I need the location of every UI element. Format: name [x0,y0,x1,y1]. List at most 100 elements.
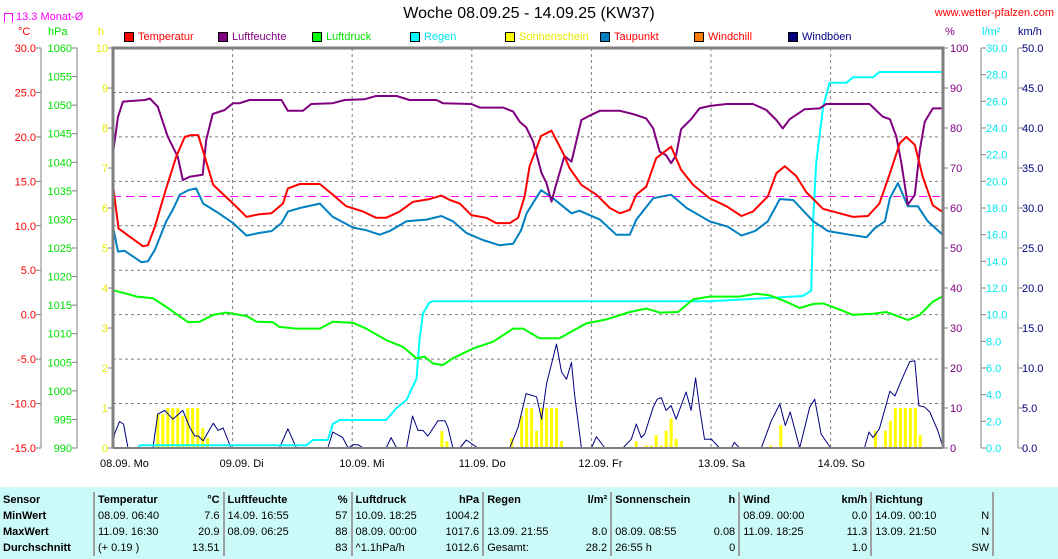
sun-tick-label: 6 [102,203,108,215]
stats-cell: 8.0 [565,524,613,540]
sunshine-bar [908,408,912,448]
sunshine-bar [913,408,917,448]
legend-item-luftdruck: Luftdruck [312,31,371,43]
pressure-tick-label: 1015 [48,300,72,312]
legend-label: Taupunkt [614,31,659,43]
rain-tick-label: 4.0 [986,390,1001,402]
sunshine-bar [206,438,210,448]
rain-tick-label: 10.0 [986,310,1007,322]
legend-swatch-icon [788,32,798,42]
stats-cell: 1.0 [832,540,873,556]
legend-item-sonnenschein: Sonnenschein [505,31,589,43]
wind-tick-label: 45.0 [1022,83,1043,95]
sun-tick-label: 5 [102,243,108,255]
stats-cell [739,540,832,556]
pressure-tick-label: 1030 [48,214,72,226]
legend-label: Windböen [802,31,852,43]
stats-cell [705,508,741,524]
rain-tick-label: 2.0 [986,416,1001,428]
month-average-label: 13.3 Monat-Ø [16,11,84,23]
sunshine-bar [176,408,180,448]
series-luftfeuchte-line [112,95,944,206]
stats-cell: Luftdruck [355,494,407,506]
rain-tick-label: 22.0 [986,150,1007,162]
legend-item-luftfeuchte: Luftfeuchte [218,31,286,43]
sunshine-bar [440,431,444,448]
sun-tick-label: 0 [102,443,108,455]
legend-item-windböen: Windböen [788,31,852,43]
stats-cell: 08.09. 06:25 [227,526,289,538]
stats-cell: 13.09. 21:55 [487,526,549,538]
humidity-tick-label: 80 [950,123,962,135]
sunshine-bar [535,430,539,448]
rain-tick-label: 0.0 [986,443,1001,455]
stats-cell: Richtung [875,494,923,506]
temp-tick-label: -10.0 [11,399,36,411]
series-luftdruck-line [112,289,944,367]
sunshine-bar [898,408,902,448]
humidity-tick-label: 70 [950,163,962,175]
sunshine-bar [166,408,170,448]
rain-tick-label: 30.0 [986,43,1007,55]
legend-swatch-icon [600,32,610,42]
stats-cell: 28.2 [565,540,613,556]
sunshine-bar [161,414,165,448]
sunshine-bar [893,408,897,448]
stats-cell: 88 [322,524,353,540]
humidity-tick-label: 100 [950,43,968,55]
sun-tick-label: 3 [102,323,108,335]
wind-tick-label: 5.0 [1022,403,1037,415]
pressure-tick-label: 1020 [48,272,72,284]
sunshine-bar [525,408,529,448]
sunshine-bar [520,416,524,448]
pressure-tick-label: 1050 [48,100,72,112]
sunshine-bar [883,430,887,448]
stats-cell [611,508,705,524]
sunshine-bar [545,408,549,448]
website-link[interactable]: www.wetter-pfalzen.com [934,7,1054,19]
wind-tick-label: 0.0 [1022,443,1037,455]
day-label: 08.09. Mo [100,458,149,470]
sunshine-bar [873,430,877,448]
weather-chart: 08.09. Mo 09.09. Di 10.09. Mi 11.09. Do 12.0… [11,43,1044,470]
sunshine-bar [530,408,534,448]
stats-cell: ^1.1hPa/h [355,542,405,554]
day-label: 13.09. Sa [698,458,746,470]
series-regen-line [113,71,944,449]
stats-row: MaxWert 11.09. 16:30 20.9 08.09. 06:25 88 08.… [0,524,995,540]
stats-cell: (+ 0.19 ) [98,542,140,554]
month-average-legend: 13.3 Monat-Ø [4,11,83,23]
humidity-tick-label: 0 [950,443,956,455]
wind-tick-label: 20.0 [1022,283,1043,295]
stats-cell: 11.3 [832,524,873,540]
legend-swatch-icon [124,32,134,42]
sun-tick-label: 10 [96,43,108,55]
rain-tick-label: 8.0 [986,336,1001,348]
sun-unit: h [98,26,105,38]
humidity-tick-label: 60 [950,203,962,215]
legend-label: Windchill [708,31,753,43]
stats-cell: 08.09. 06:40 [98,510,160,522]
humidity-unit: % [945,26,955,38]
legend-item-taupunkt: Taupunkt [600,31,659,43]
sun-tick-label: 8 [102,123,108,135]
pressure-tick-label: 1025 [48,243,72,255]
stats-cell: l/m² [565,492,613,508]
chart-title: Woche 08.09.25 - 14.09.25 (KW37) [403,5,655,22]
stats-cell: 08.09. 00:00 [355,526,417,538]
sunshine-bar [659,445,663,448]
stats-cell: 1004.2 [442,508,485,524]
rain-tick-label: 12.0 [986,283,1007,295]
stats-cell: °C [189,492,225,508]
sunshine-bar [445,441,449,448]
plot-frame [111,46,945,448]
sunshine-bar [903,408,907,448]
pressure-tick-label: 1035 [48,186,72,198]
stats-cell: MaxWert [0,524,95,540]
sunshine-bar [769,445,773,448]
series-taupunkt-line [112,182,944,264]
day-label: 11.09. Do [459,458,506,470]
rain-tick-label: 18.0 [986,203,1007,215]
stats-cell: Durchschnitt [0,540,95,556]
pressure-tick-label: 1010 [48,329,72,341]
